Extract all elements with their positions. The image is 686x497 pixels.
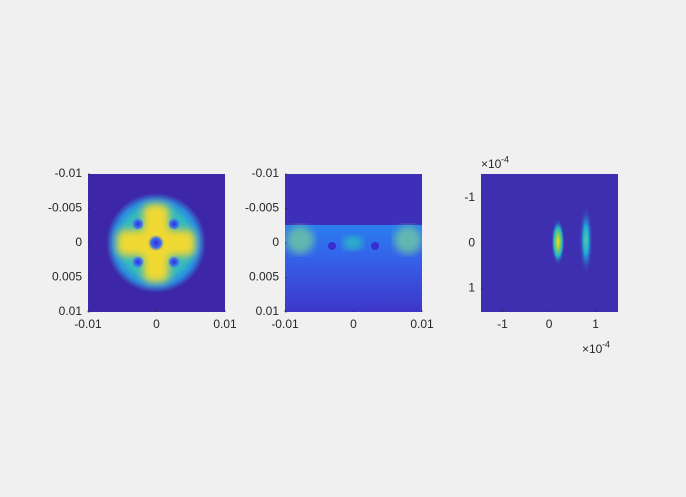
y-tick-label: 0.01: [256, 304, 280, 318]
x-tick-label: -0.01: [74, 317, 102, 331]
y-tick-label: 0: [75, 235, 82, 249]
x-tick-label: -0.01: [271, 317, 299, 331]
y-tick-label: -0.005: [48, 201, 82, 215]
x-tick-label: 0: [153, 317, 160, 331]
x-exponent-power: -4: [602, 339, 610, 349]
x-exponent-base: ×10: [582, 342, 603, 356]
x-tick-label: 1: [592, 317, 599, 331]
x-tick-label: -1: [497, 317, 508, 331]
x-tick-label: 0.01: [213, 317, 237, 331]
x-tick-label: 0.01: [410, 317, 434, 331]
y-exponent-base: ×10: [481, 157, 502, 171]
y-exponent-power: -4: [501, 154, 509, 164]
heatmap-image: [285, 174, 422, 312]
y-tick-label: 0.005: [249, 270, 279, 284]
y-tick-label: -1: [464, 190, 475, 204]
x-tick-label: 0: [350, 317, 357, 331]
heatmap-image: [88, 174, 225, 312]
y-tick-label: 0: [468, 235, 475, 249]
y-tick-label: 0.01: [59, 304, 83, 318]
heatmap-image: [481, 174, 618, 312]
y-tick-label: -0.005: [245, 201, 279, 215]
y-tick-label: 1: [468, 281, 475, 295]
y-tick-label: 0.005: [52, 270, 82, 284]
y-tick-label: -0.01: [252, 166, 280, 180]
y-tick-label: 0: [272, 235, 279, 249]
y-tick-label: -0.01: [55, 166, 83, 180]
x-tick-label: 0: [546, 317, 553, 331]
